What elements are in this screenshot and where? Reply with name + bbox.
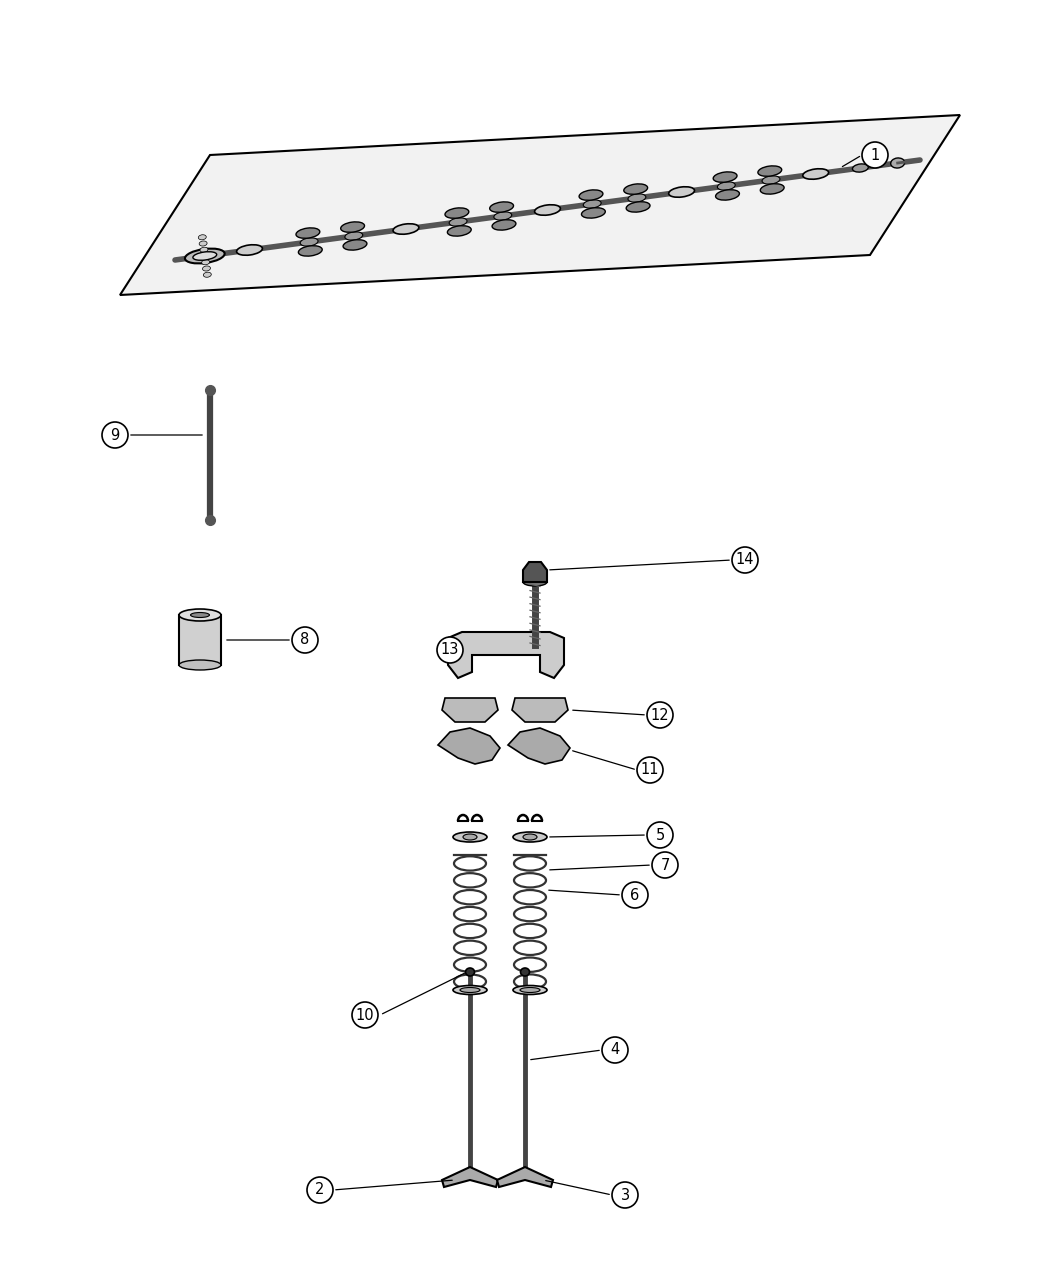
FancyBboxPatch shape: [178, 615, 220, 666]
Ellipse shape: [523, 834, 537, 840]
Circle shape: [307, 1177, 333, 1204]
Circle shape: [437, 638, 463, 663]
Ellipse shape: [463, 834, 477, 840]
Ellipse shape: [340, 222, 364, 232]
Ellipse shape: [300, 238, 318, 246]
Circle shape: [647, 703, 673, 728]
Polygon shape: [438, 728, 500, 764]
Ellipse shape: [492, 219, 516, 230]
Text: 13: 13: [441, 643, 459, 658]
Text: 2: 2: [315, 1182, 324, 1197]
Ellipse shape: [582, 208, 605, 218]
Circle shape: [732, 547, 758, 572]
Ellipse shape: [890, 158, 905, 168]
Circle shape: [352, 1002, 378, 1028]
Polygon shape: [497, 1167, 553, 1187]
Polygon shape: [448, 632, 564, 678]
Circle shape: [652, 852, 678, 878]
Ellipse shape: [513, 986, 547, 994]
Text: 10: 10: [356, 1007, 374, 1023]
Ellipse shape: [628, 194, 646, 203]
Polygon shape: [120, 115, 960, 295]
Ellipse shape: [203, 266, 210, 272]
Ellipse shape: [236, 245, 262, 255]
Circle shape: [647, 822, 673, 848]
Polygon shape: [508, 728, 570, 764]
Text: 9: 9: [110, 427, 120, 442]
Ellipse shape: [201, 254, 209, 259]
Ellipse shape: [298, 246, 322, 256]
Ellipse shape: [760, 184, 784, 194]
Polygon shape: [512, 697, 568, 722]
Text: 14: 14: [736, 552, 754, 567]
Ellipse shape: [445, 208, 468, 218]
Ellipse shape: [460, 988, 480, 992]
Ellipse shape: [626, 201, 650, 212]
Ellipse shape: [521, 968, 529, 975]
Text: 3: 3: [621, 1187, 630, 1202]
Ellipse shape: [494, 212, 511, 221]
Text: 1: 1: [870, 148, 880, 162]
Ellipse shape: [520, 988, 540, 992]
Ellipse shape: [204, 272, 211, 277]
Ellipse shape: [762, 176, 780, 184]
Circle shape: [622, 882, 648, 908]
Ellipse shape: [453, 833, 487, 842]
Ellipse shape: [583, 200, 602, 208]
Ellipse shape: [713, 172, 737, 182]
Ellipse shape: [178, 609, 220, 621]
Ellipse shape: [343, 240, 366, 250]
Ellipse shape: [489, 201, 513, 212]
Circle shape: [612, 1182, 638, 1207]
Ellipse shape: [716, 190, 739, 200]
Text: 11: 11: [640, 762, 659, 778]
Ellipse shape: [534, 205, 561, 215]
Ellipse shape: [717, 182, 735, 190]
Ellipse shape: [624, 184, 648, 194]
Ellipse shape: [449, 218, 467, 226]
Ellipse shape: [758, 166, 781, 176]
Text: 5: 5: [655, 827, 665, 843]
Text: 8: 8: [300, 632, 310, 648]
Ellipse shape: [393, 223, 419, 235]
Ellipse shape: [453, 986, 487, 994]
Ellipse shape: [202, 260, 210, 265]
Ellipse shape: [465, 968, 475, 975]
Polygon shape: [442, 697, 498, 722]
Text: 7: 7: [660, 858, 670, 872]
Ellipse shape: [344, 232, 362, 240]
Ellipse shape: [669, 186, 694, 198]
Polygon shape: [523, 562, 547, 581]
Polygon shape: [442, 1167, 498, 1187]
Circle shape: [102, 422, 128, 448]
Ellipse shape: [200, 247, 208, 252]
Circle shape: [637, 757, 663, 783]
Ellipse shape: [803, 168, 828, 180]
Ellipse shape: [580, 190, 603, 200]
Circle shape: [862, 142, 888, 168]
Ellipse shape: [296, 228, 320, 238]
Ellipse shape: [190, 612, 209, 617]
Ellipse shape: [178, 660, 220, 669]
Ellipse shape: [193, 251, 216, 260]
Text: 6: 6: [630, 887, 639, 903]
Ellipse shape: [513, 833, 547, 842]
Ellipse shape: [853, 164, 868, 172]
Text: 12: 12: [651, 708, 669, 723]
Ellipse shape: [185, 249, 225, 264]
Circle shape: [292, 627, 318, 653]
Ellipse shape: [198, 235, 206, 240]
Text: 4: 4: [610, 1043, 620, 1057]
Ellipse shape: [523, 578, 547, 586]
Ellipse shape: [200, 241, 207, 246]
Ellipse shape: [447, 226, 471, 236]
Circle shape: [602, 1037, 628, 1063]
